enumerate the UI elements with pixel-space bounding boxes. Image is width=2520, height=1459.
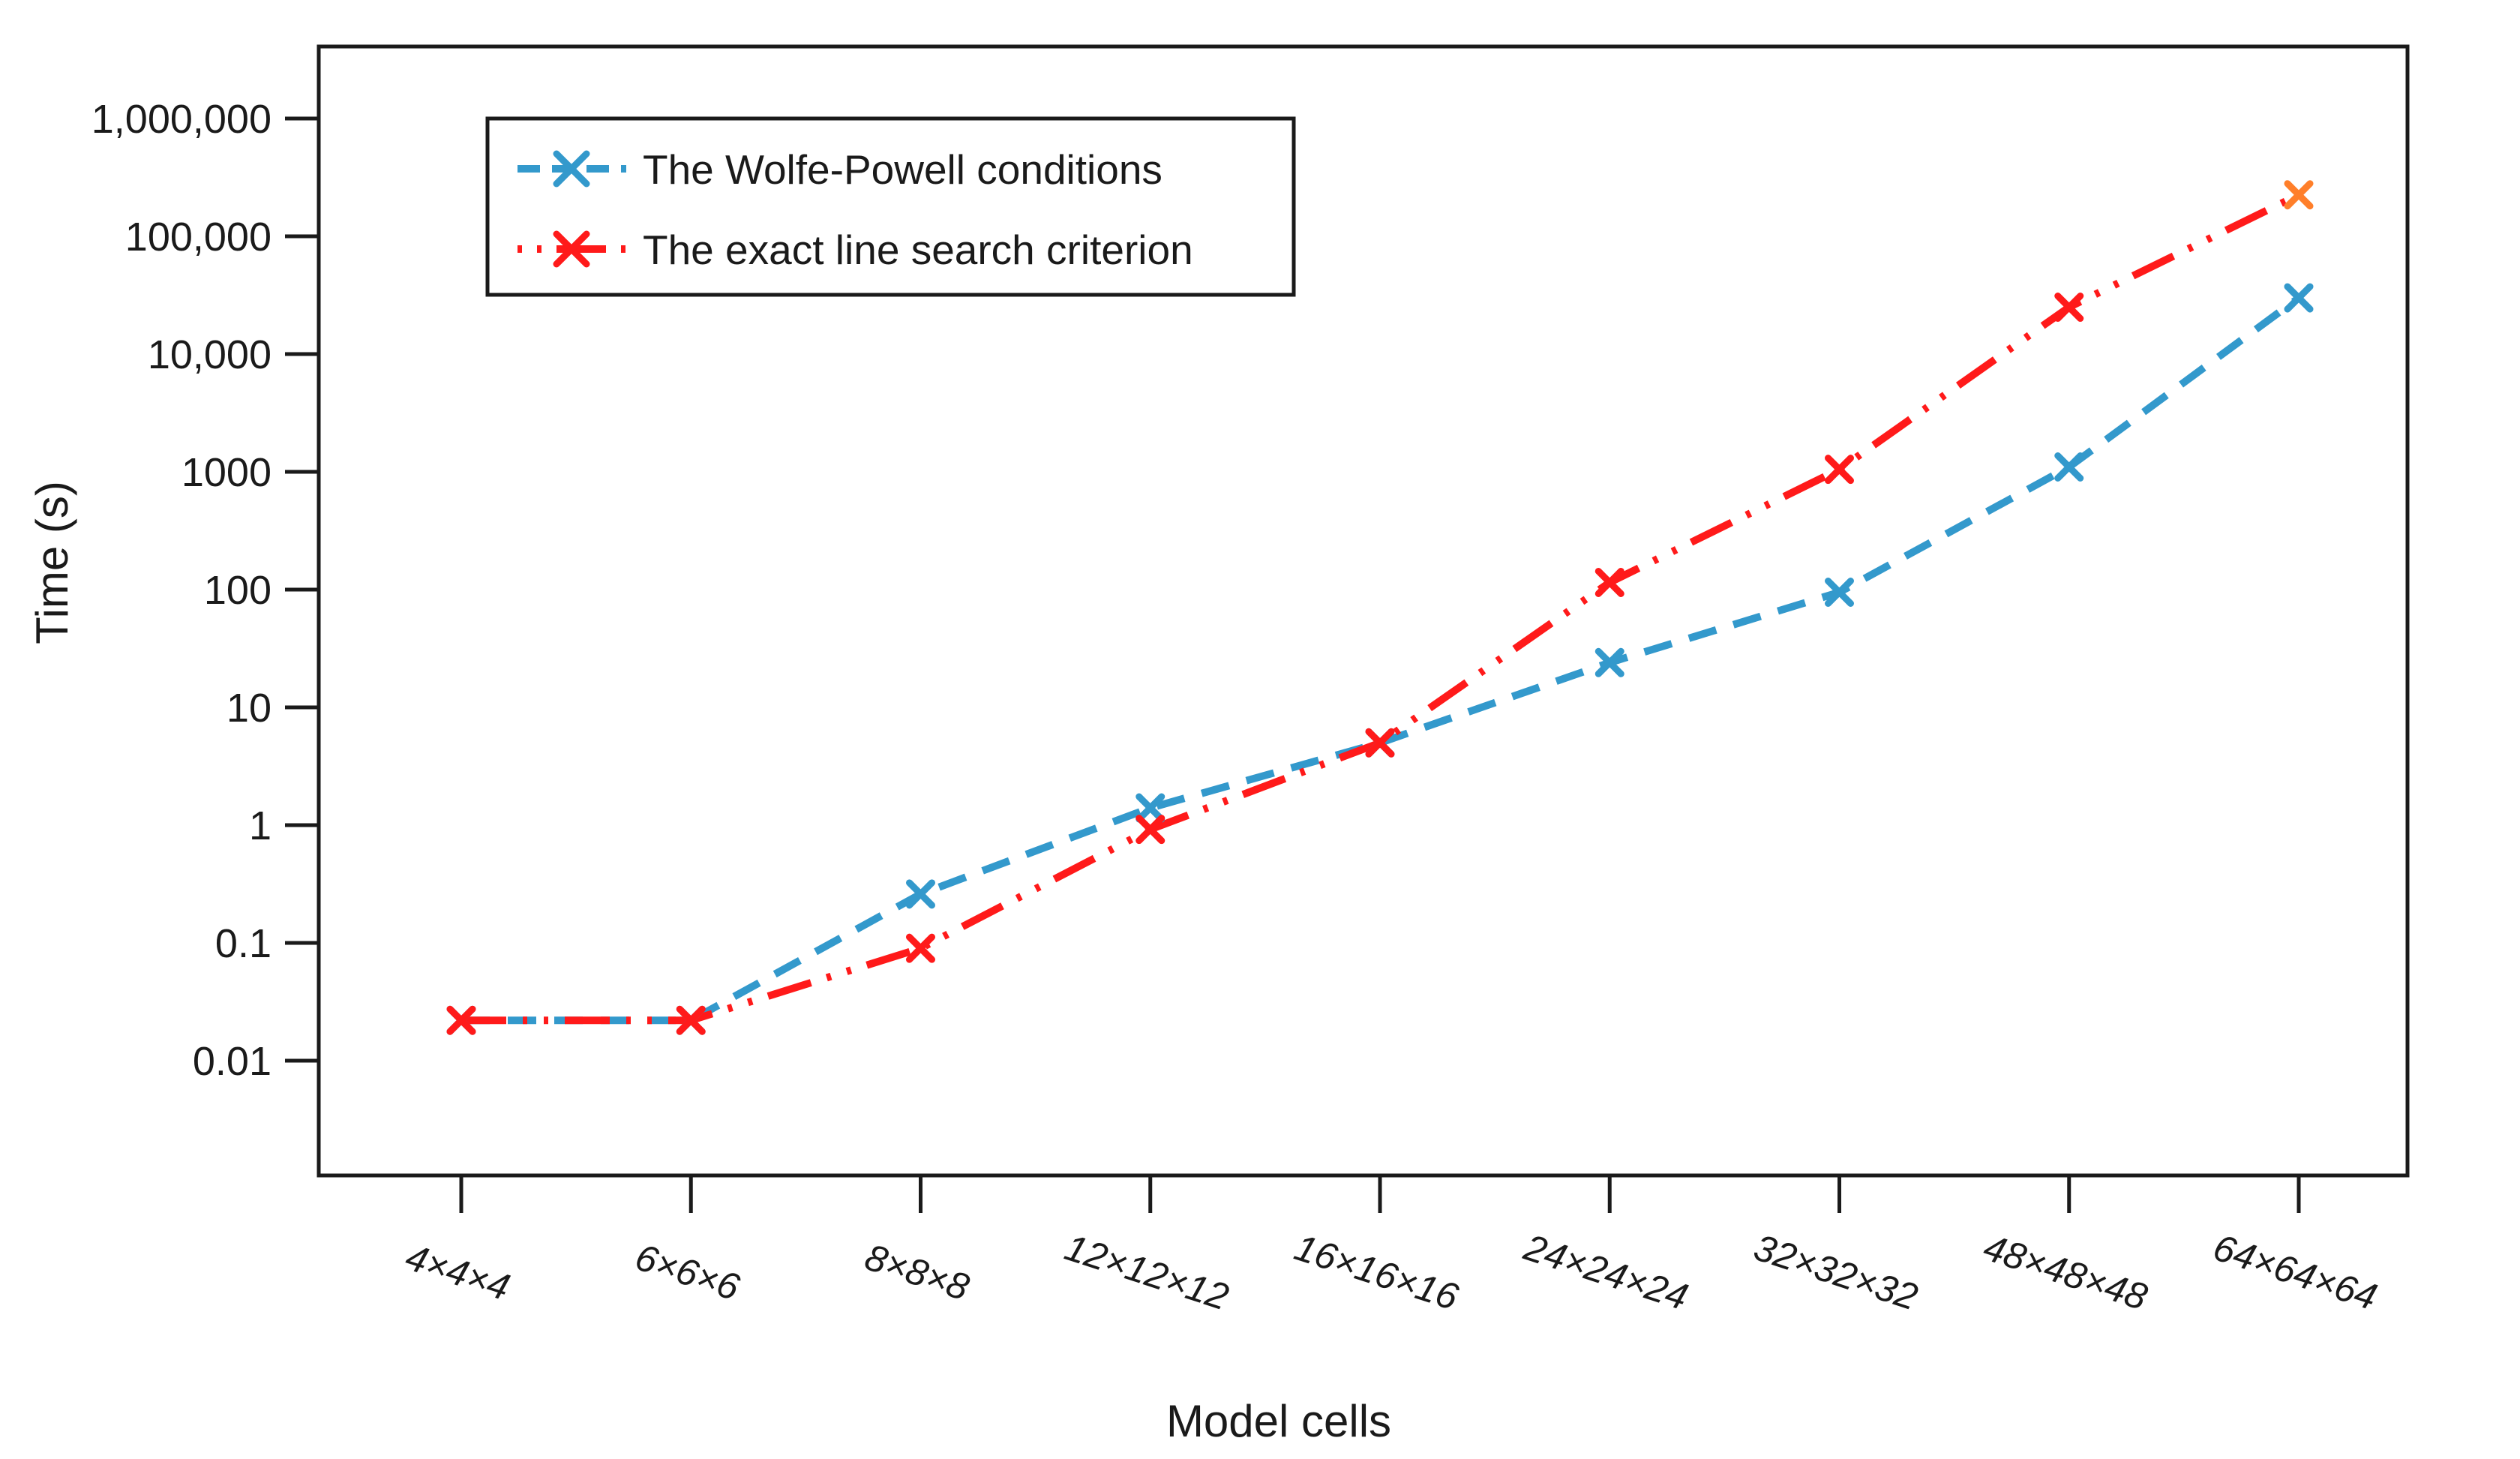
data-point-the-wolfe-powell-conditions	[1136, 793, 1166, 823]
data-point-the-exact-line-search-criterion	[906, 933, 935, 963]
x-tick-label-48-48-48: 48×48×48	[1978, 1226, 2152, 1318]
data-point-the-exact-line-search-criterion	[1825, 455, 1854, 485]
y-tick-label: 0.1	[215, 921, 272, 966]
y-axis-ticks: 0.01 0.1 1 10 100 1000 10,000 100,000 1,000,000	[92, 97, 319, 1084]
data-point-the-wolfe-powell-conditions	[1825, 577, 1854, 607]
x-tick-label-64-64-64: 64×64×64	[2208, 1226, 2382, 1318]
y-tick-label: 1	[249, 803, 272, 848]
x-axis-title: Model cells	[1166, 1396, 1391, 1446]
data-point-the-exact-line-search-criterion	[446, 1005, 476, 1035]
legend-label-exact-line-search: The exact line search criterion	[643, 227, 1193, 273]
data-point-the-wolfe-powell-conditions	[906, 879, 935, 909]
y-tick-label: 0.01	[193, 1039, 272, 1084]
data-point-the-wolfe-powell-conditions	[2054, 452, 2084, 482]
x-tick-label-12-12-12: 12×12×12	[1060, 1226, 1234, 1318]
x-tick-label-16-16-16: 16×16×16	[1289, 1226, 1463, 1318]
x-tick-label-24-24-24: 24×24×24	[1519, 1226, 1693, 1318]
legend-marker	[553, 150, 590, 188]
data-point-the-wolfe-powell-conditions	[2284, 283, 2314, 313]
x-axis-ticks: 4×4×4 6×6×6 8×8×8 12×12×12 16×16×16 24×24×24 3…	[400, 1175, 2382, 1318]
data-point-the-exact-line-search-criterion	[1594, 567, 1624, 597]
x-tick-label-32-32-32: 32×32×32	[1749, 1226, 1923, 1318]
data-point-the-wolfe-powell-conditions	[1594, 647, 1624, 677]
plot-frame	[316, 44, 2410, 1178]
series-line-the-wolfe-powell-conditions	[461, 295, 2301, 1025]
x-tick-label-8-8-8: 8×8×8	[860, 1235, 974, 1308]
legend-marker	[553, 230, 590, 268]
y-axis-title: Time (s)	[27, 481, 77, 644]
data-point-the-exact-line-search-criterion	[2054, 293, 2084, 323]
data-point-the-exact-line-search-criterion	[2284, 180, 2314, 210]
y-tick-label: 10,000	[148, 332, 272, 377]
data-point-the-exact-line-search-criterion	[1136, 815, 1166, 845]
series-line-the-exact-line-search-criterion	[461, 191, 2301, 1025]
legend: The Wolfe-Powell conditions The exact li…	[485, 116, 1296, 297]
data-point-the-exact-line-search-criterion	[1365, 728, 1395, 758]
legend-symbol-exact-line-search	[518, 230, 626, 268]
y-tick-label: 100,000	[125, 215, 272, 260]
data-point-the-exact-line-search-criterion	[676, 1005, 706, 1035]
legend-symbol-wolfe-powell	[518, 150, 626, 188]
y-tick-label: 100	[204, 568, 272, 613]
x-tick-label-4-4-4: 4×4×4	[400, 1235, 514, 1308]
y-tick-label: 10	[226, 686, 272, 731]
y-tick-label: 1,000,000	[92, 97, 272, 142]
y-tick-label: 1000	[182, 450, 272, 495]
legend-box	[485, 116, 1296, 297]
x-tick-label-6-6-6: 6×6×6	[630, 1235, 744, 1308]
legend-label-wolfe-powell: The Wolfe-Powell conditions	[643, 146, 1162, 193]
series-layer	[446, 180, 2314, 1035]
